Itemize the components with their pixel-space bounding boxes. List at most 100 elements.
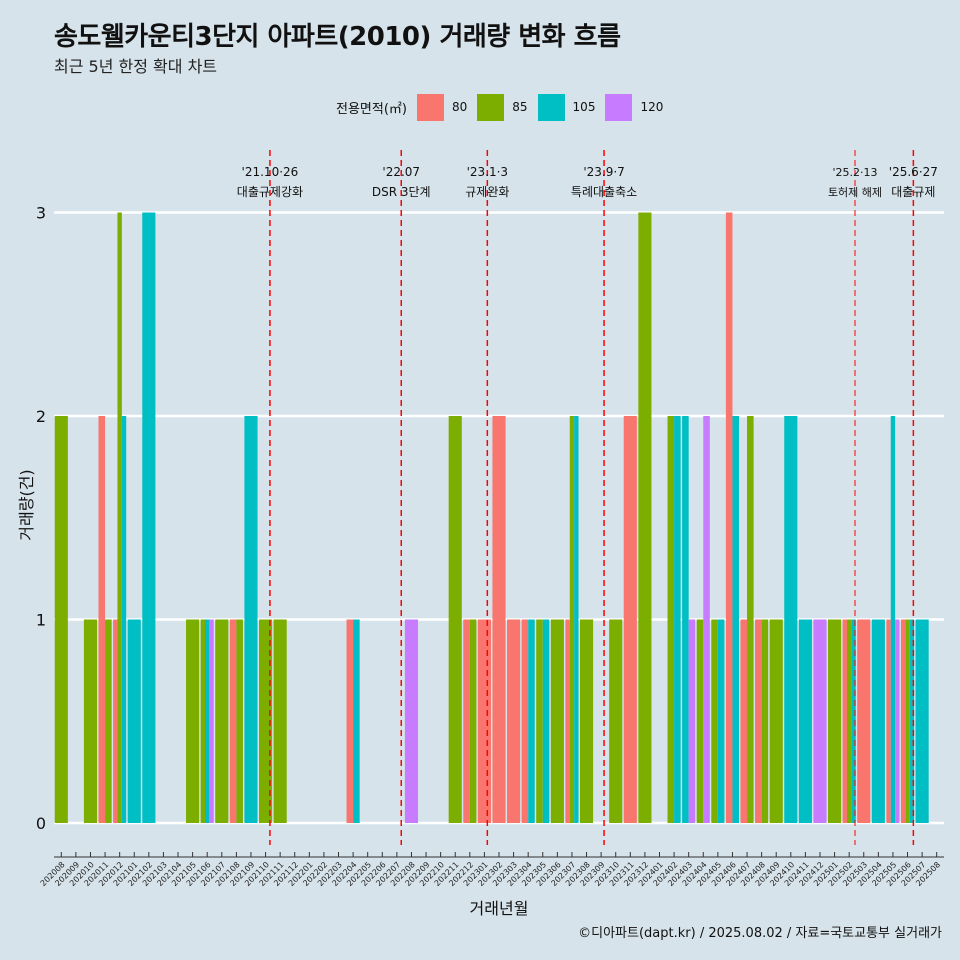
bar-105-202307: [574, 416, 579, 823]
bar-80-202503: [857, 619, 871, 823]
event-date-label: '22.07: [382, 165, 420, 179]
bar-80-202303: [507, 619, 521, 823]
bar-85-202008: [54, 416, 68, 823]
legend: 전용면적(㎡) 80 85 105 120: [336, 93, 673, 121]
bar-85-202012: [117, 212, 122, 823]
legend-swatch: [477, 93, 505, 121]
bar-120-202404: [703, 416, 710, 823]
bar-105-202406: [732, 416, 740, 823]
bar-85-202506: [905, 619, 910, 823]
bar-80-202311: [623, 416, 637, 823]
bar-80-202212: [463, 619, 470, 823]
bar-85-202404: [696, 619, 704, 823]
bar-85-202212: [469, 619, 477, 823]
bar-105-202402: [674, 416, 681, 823]
bar-80-202012: [113, 619, 118, 823]
legend-title: 전용면적(㎡): [336, 101, 407, 117]
bar-105-202504: [871, 619, 885, 823]
bar-85-202106: [200, 619, 206, 823]
bar-105-202411: [798, 619, 812, 823]
bar-85-202305: [536, 619, 543, 823]
bar-85-202211: [448, 416, 462, 823]
legend-item-80: 80: [416, 93, 469, 121]
event-date-label: '25.6·27: [889, 165, 938, 179]
legend-item-105: 105: [537, 93, 598, 121]
bar-80-202407: [740, 619, 748, 823]
bar-85-202409: [769, 619, 783, 823]
y-axis-title: 거래량(건): [17, 469, 36, 540]
event-date-label: '23.9·7: [583, 165, 624, 179]
bar-85-202308: [579, 619, 594, 823]
bar-105-202106: [205, 619, 210, 823]
event-text-label: 대출규제강화: [237, 185, 303, 199]
event-date-label: '25.2·13: [832, 166, 877, 179]
bar-120-202505: [895, 619, 900, 823]
chart-subtitle: 최근 5년 한정 확대 차트: [54, 57, 218, 76]
bar-85-202107: [215, 619, 229, 823]
bar-120-202403: [688, 619, 696, 823]
legend-swatch: [537, 93, 565, 121]
legend-swatch: [416, 93, 444, 121]
bar-80-202011: [98, 416, 106, 823]
bar-80-202302: [492, 416, 506, 823]
bar-105-202101: [127, 619, 141, 823]
event-date-label: '21.10·26: [242, 165, 299, 179]
bar-80-202502: [842, 619, 847, 823]
event-text-label: DSR 3단계: [372, 185, 431, 199]
event-date-label: '23.1·3: [467, 165, 508, 179]
bar-85-202408: [761, 619, 769, 823]
x-axis-title: 거래년월: [470, 899, 529, 918]
bar-85-202307: [569, 416, 575, 823]
bar-85-202306: [550, 619, 564, 823]
bar-85-202111: [273, 619, 287, 823]
bar-105-202505: [890, 416, 896, 823]
event-text-label: 특례대출축소: [571, 185, 637, 199]
bar-80-202204: [346, 619, 354, 823]
bar-85-202405: [711, 619, 718, 823]
bar-105-202403: [682, 416, 689, 823]
bar-105-202304: [528, 619, 535, 823]
bar-105-202012: [121, 416, 127, 823]
event-text-label: 규제완화: [465, 185, 509, 199]
bar-80-202505: [886, 619, 891, 823]
legend-label: 120: [640, 100, 664, 114]
bar-80-202406: [725, 212, 733, 823]
bar-80-202301: [477, 619, 491, 823]
legend-item-85: 85: [477, 93, 529, 121]
legend-label: 80: [451, 100, 468, 114]
legend-label: 105: [572, 100, 596, 114]
event-text-label: 대출규제: [891, 185, 935, 199]
y-tick-label: 1: [36, 611, 46, 630]
bar-105-202502: [851, 619, 856, 823]
event-text-label: 토허제 해제: [828, 185, 882, 199]
bar-120-202412: [813, 619, 827, 823]
bar-85-202502: [846, 619, 852, 823]
legend-label: 85: [512, 100, 528, 114]
bar-105-202410: [784, 416, 798, 823]
bar-85-202105: [186, 619, 200, 823]
y-tick-label: 3: [36, 204, 46, 223]
bar-120-202106: [209, 619, 214, 823]
bar-85-202402: [667, 416, 675, 823]
chart-title: 송도웰카운티3단지 아파트(2010) 거래량 변화 흐름: [54, 22, 621, 52]
bar-85-202407: [747, 416, 754, 823]
bar-80-202408: [755, 619, 762, 823]
bar-85-202011: [105, 619, 112, 823]
legend-item-120: 120: [605, 93, 665, 121]
bar-85-202010: [83, 619, 98, 823]
bar-80-202304: [521, 619, 529, 823]
y-tick-label: 0: [36, 814, 46, 833]
bar-105-202507: [915, 619, 929, 823]
bar-80-202307: [565, 619, 570, 823]
bar-85-202501: [828, 619, 842, 823]
bar-120-202208: [404, 619, 419, 823]
bar-105-202109: [244, 416, 258, 823]
bar-80-202108: [229, 619, 237, 823]
bar-80-202506: [900, 619, 906, 823]
bar-85-202110: [258, 619, 273, 823]
legend-swatch: [605, 93, 633, 121]
bar-105-202102: [142, 212, 156, 823]
bar-105-202506: [909, 619, 915, 823]
bar-105-202204: [353, 619, 360, 823]
